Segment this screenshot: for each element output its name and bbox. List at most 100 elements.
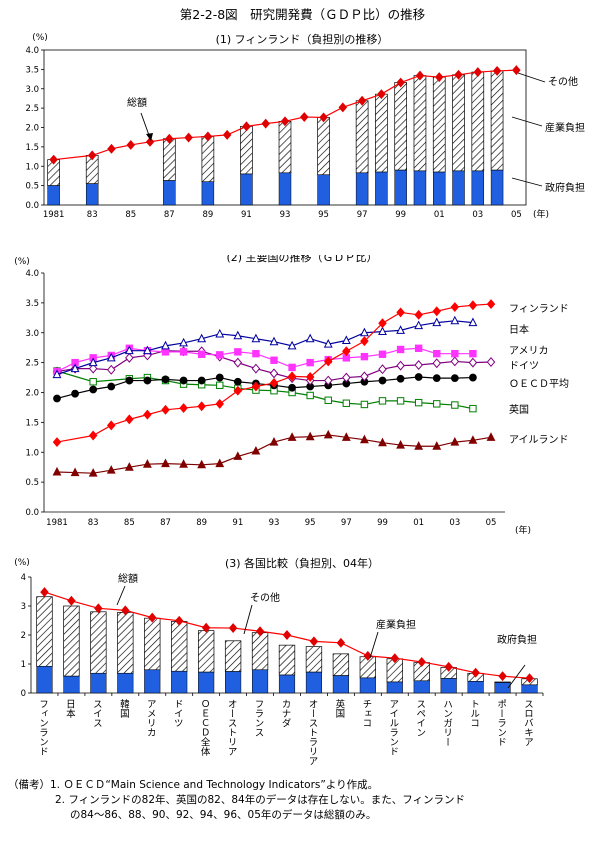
chart1-label-government: 政府負担 [545,181,585,194]
chart1-bar-industry [240,125,253,175]
chart3-total-marker [336,637,346,648]
chart2-marker-japan [378,326,387,336]
chart3-total-marker [201,622,211,633]
chart2-marker-finland [106,420,116,431]
chart2-marker-ireland [70,467,80,477]
chart2-y-tick-label: 1.5 [25,418,39,428]
chart3-category-label: オーストラリア [306,699,318,766]
chart3-bar-industry [305,646,323,673]
chart3-total-marker [228,623,238,634]
chart1-bar-industry [490,70,504,171]
chart1-total-marker [107,143,116,154]
chart3-category-label: ハンガリー [441,699,453,747]
chart2-marker-ireland [486,432,496,441]
chart2-marker-finland [179,403,188,414]
chart3-title: (3) 各国比較（負担別、04年） [225,556,379,570]
chart2-marker-ireland [52,466,62,476]
chart3-y-tick-label: 3 [21,602,26,612]
chart2-marker-oecd [143,376,152,385]
chart2-marker-finland [161,404,170,415]
chart2-marker-japan [124,345,134,355]
chart2-marker-germany [396,360,405,371]
chart3-bar-industry [117,612,134,674]
chart3-category-label: アイルランド [387,699,399,756]
chart2-marker-finland [143,409,152,420]
chart1-total-marker [492,65,502,76]
chart1-bar-government [471,170,485,206]
chart1-total-marker [280,116,290,127]
chart1-total-marker [126,139,136,150]
chart2-marker-finland [323,356,333,367]
chart1-total-marker [415,70,425,81]
chart2-y-unit: (%) [14,257,30,267]
chart2-marker-germany [432,358,442,369]
chart2-marker-finland [287,371,297,382]
chart3-arrow-total [116,585,126,606]
chart3-category-label: アメリカ [145,699,156,737]
chart2-series-japan [52,315,478,379]
chart3-y-unit: (%) [14,558,30,568]
chart2-legend-ireland: アイルランド [509,434,569,446]
chart1-x-tick-label: 85 [125,210,136,220]
chart1-total-marker [434,72,444,83]
chart2-x-tick-label: 05 [486,518,497,528]
chart3-bar-government [36,666,53,694]
chart2-marker-uk [414,398,423,407]
chart2-marker-oecd [450,374,459,383]
chart2-x-tick-label: 03 [449,518,460,528]
chart2-marker-ireland [106,465,116,474]
chart1-bar-industry [355,100,369,174]
chart3-bar-industry [36,596,53,667]
chart3-bar-government [413,680,430,694]
chart1-label-other: その他 [548,75,578,88]
chart2-series-oecd [53,373,477,403]
chart2-y-tick-label: 2.0 [25,389,39,399]
chart1-arrow-other [517,72,546,83]
chart2-marker-germany [468,357,478,368]
chart3-category-label: ドイツ [172,699,184,728]
chart2-x-unit: (年) [515,524,531,535]
chart2-marker-finland [88,430,98,441]
chart1-x-tick-label: 97 [357,210,368,220]
chart2-marker-usa [396,345,405,354]
chart1-bar-government [375,171,388,206]
chart2-marker-ireland [88,468,98,477]
chart3-total-marker [417,657,426,667]
chart2-marker-finland [125,414,134,425]
chart2-marker-germany [414,360,423,370]
chart2-marker-ireland [468,435,478,444]
chart3-bar-industry [90,611,107,674]
chart1-total-marker [300,112,309,123]
chart2-marker-finland [342,346,351,357]
chart3-category-label: 英国 [333,698,345,719]
chart1-total-marker [357,95,367,106]
chart3-label-total: 総額 [118,572,138,585]
chart1-y-tick-label: 1.5 [25,143,39,153]
chart2-marker-japan [197,333,207,343]
chart2-marker-oecd [396,374,405,383]
chart2-marker-japan [88,357,98,367]
chart1-total-marker [396,77,405,88]
chart2-series-usa [53,344,477,376]
chart2-marker-oecd [125,376,134,385]
chart3-bar-government [90,673,107,694]
chart2-marker-uk [378,397,387,405]
chart1-total-marker [319,112,328,123]
chart1-bar-industry [162,138,176,181]
chart2-y-tick-label: 0.5 [25,478,39,488]
chart1-total-marker [145,136,155,147]
chart1-y-tick-label: 0.5 [25,182,39,192]
chart2-marker-uk [433,400,441,408]
chart3-bar-government [63,675,80,694]
chart1-bar-government [490,169,504,206]
chart3-category-label: フランス [253,699,264,737]
chart1-total-marker [261,118,270,129]
chart3-bar-industry [251,632,269,671]
chart2-marker-ireland [124,462,134,471]
chart2-marker-japan [323,339,333,348]
chart2-marker-ireland [179,459,189,468]
chart3-bar-industry [144,617,161,671]
chart2-y-tick-label: 2.5 [25,359,39,369]
chart2-marker-ireland [432,441,442,450]
chart2-marker-usa [451,349,459,358]
